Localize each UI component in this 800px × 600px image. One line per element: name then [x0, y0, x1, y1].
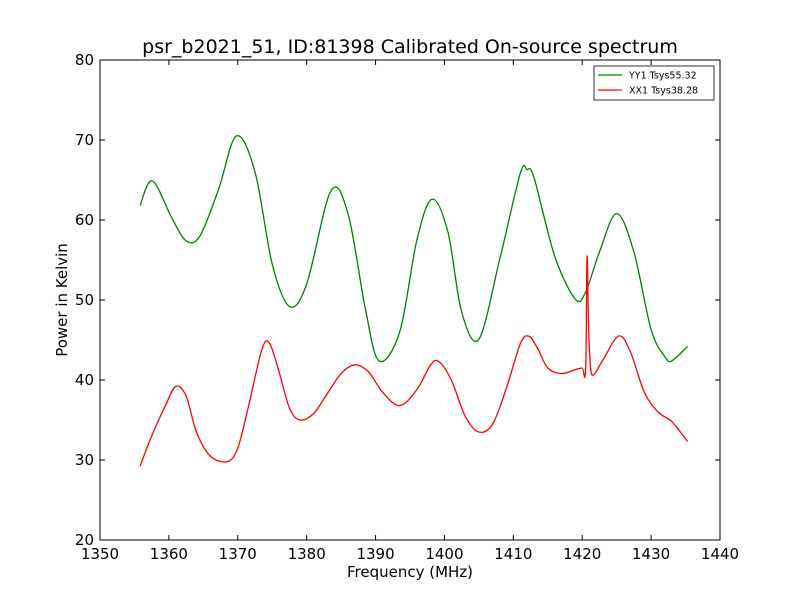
legend-box	[593, 65, 715, 101]
y-tick-label: 70	[75, 131, 94, 149]
chart-title: psr_b2021_51, ID:81398 Calibrated On-sou…	[142, 36, 678, 58]
x-axis-label: Frequency (MHz)	[347, 563, 473, 581]
y-tick-label: 20	[75, 531, 94, 549]
x-tick-label: 1380	[288, 545, 326, 563]
x-tick-label: 1360	[150, 545, 188, 563]
y-tick-label: 60	[75, 211, 94, 229]
axis-ticks: 1350 1360 1370 1380 1390 1400 1410 1420 1430 1440…	[75, 51, 739, 563]
x-tick-label: 1410	[494, 545, 532, 563]
y-tick-label: 50	[75, 291, 94, 309]
x-tick-label: 1370	[219, 545, 257, 563]
x-tick-label: 1390	[356, 545, 394, 563]
y-axis-label: Power in Kelvin	[53, 243, 71, 357]
x-tick-label: 1350	[81, 545, 119, 563]
x-tick-label: 1430	[632, 545, 670, 563]
x-tick-label: 1420	[563, 545, 601, 563]
series-lines	[139, 135, 689, 467]
plot-area	[99, 59, 721, 541]
series-line-xx1	[139, 255, 689, 467]
legend-label-xx1: XX1 Tsys38.28	[629, 86, 698, 97]
x-tick-label: 1400	[425, 545, 463, 563]
y-tick-label: 30	[75, 451, 94, 469]
legend: YY1 Tsys55.32 XX1 Tsys38.28	[593, 65, 715, 101]
x-tick-label: 1440	[701, 545, 739, 563]
series-line-yy1	[139, 135, 689, 363]
y-tick-label: 80	[75, 51, 94, 69]
y-tick-label: 40	[75, 371, 94, 389]
legend-label-yy1: YY1 Tsys55.32	[628, 71, 697, 82]
